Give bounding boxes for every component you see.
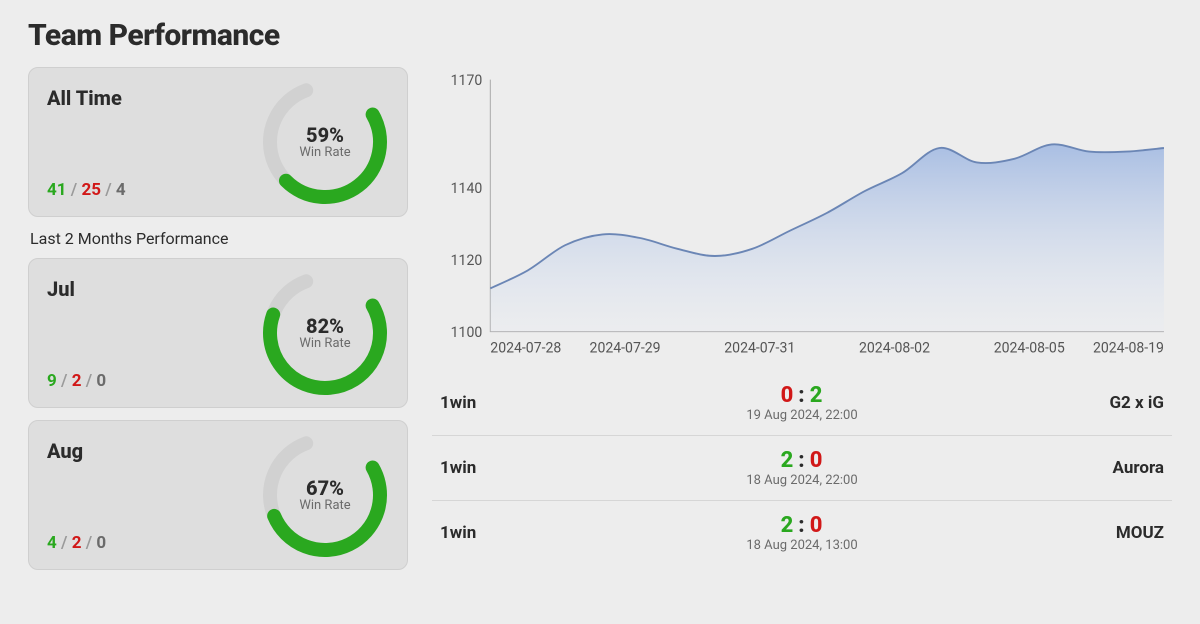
winrate-sub: Win Rate [299,337,350,351]
svg-text:1170: 1170 [451,72,483,89]
svg-text:2024-08-05: 2024-08-05 [994,339,1065,356]
match-score: 2:0 [570,513,1034,538]
winrate-donut: 82% Win Rate [255,263,395,403]
winrate-pct: 67% [306,477,344,499]
svg-text:2024-08-19: 2024-08-19 [1093,339,1164,356]
draws: 4 [116,180,126,200]
match-home: 1win [440,523,570,543]
svg-text:2024-07-29: 2024-07-29 [590,339,661,356]
card-all-time[interactable]: All Time 41 / 25 / 4 59% Win Rate [28,67,408,217]
winrate-sub: Win Rate [299,146,350,160]
svg-text:2024-07-31: 2024-07-31 [724,339,795,356]
match-date: 18 Aug 2024, 13:00 [570,538,1034,553]
match-date: 18 Aug 2024, 22:00 [570,473,1034,488]
main-layout: All Time 41 / 25 / 4 59% Win Rate Last 2… [28,67,1172,582]
match-date: 19 Aug 2024, 22:00 [570,408,1034,423]
draws: 0 [96,371,106,391]
match-center: 0:2 19 Aug 2024, 22:00 [570,383,1034,423]
losses: 2 [72,533,82,553]
rating-chart: 1100 1120 1140 1170 2024-07-28 2024-07-29 2024… [432,67,1172,361]
sep: / [105,180,116,200]
draws: 0 [96,533,106,553]
section-label: Last 2 Months Performance [30,229,408,248]
svg-text:2024-08-02: 2024-08-02 [859,339,930,356]
sep: / [86,533,97,553]
right-column: 1100 1120 1140 1170 2024-07-28 2024-07-29 2024… [432,67,1172,582]
page-title: Team Performance [28,18,1172,53]
wld-record: 9 / 2 / 0 [47,371,106,391]
sep: / [61,371,72,391]
match-center: 2:0 18 Aug 2024, 13:00 [570,513,1034,553]
card-aug[interactable]: Aug 4 / 2 / 0 67% Win Rate [28,420,408,570]
match-row[interactable]: 1win 2:0 18 Aug 2024, 22:00 Aurora [432,436,1172,501]
losses: 2 [72,371,82,391]
wins: 9 [47,371,57,391]
winrate-pct: 82% [306,315,344,337]
match-score: 0:2 [570,383,1034,408]
match-home: 1win [440,393,570,413]
wins: 41 [47,180,67,200]
match-row[interactable]: 1win 2:0 18 Aug 2024, 13:00 MOUZ [432,501,1172,565]
winrate-sub: Win Rate [299,499,350,513]
match-center: 2:0 18 Aug 2024, 22:00 [570,448,1034,488]
wld-record: 4 / 2 / 0 [47,533,106,553]
svg-text:2024-07-28: 2024-07-28 [490,339,561,356]
match-list: 1win 0:2 19 Aug 2024, 22:00 G2 x iG 1win… [432,371,1172,565]
match-row[interactable]: 1win 0:2 19 Aug 2024, 22:00 G2 x iG [432,371,1172,436]
winrate-pct: 59% [306,124,344,146]
winrate-donut: 59% Win Rate [255,72,395,212]
svg-text:1120: 1120 [451,252,483,269]
winrate-donut: 67% Win Rate [255,425,395,565]
sep: / [71,180,82,200]
wld-record: 41 / 25 / 4 [47,180,126,200]
sep: / [61,533,72,553]
card-jul[interactable]: Jul 9 / 2 / 0 82% Win Rate [28,258,408,408]
match-away: MOUZ [1034,523,1164,543]
svg-text:1140: 1140 [451,180,483,197]
match-away: Aurora [1034,458,1164,478]
sep: / [86,371,97,391]
wins: 4 [47,533,57,553]
losses: 25 [81,180,101,200]
match-away: G2 x iG [1034,393,1164,413]
svg-text:1100: 1100 [451,324,483,341]
match-score: 2:0 [570,448,1034,473]
match-home: 1win [440,458,570,478]
left-column: All Time 41 / 25 / 4 59% Win Rate Last 2… [28,67,408,582]
